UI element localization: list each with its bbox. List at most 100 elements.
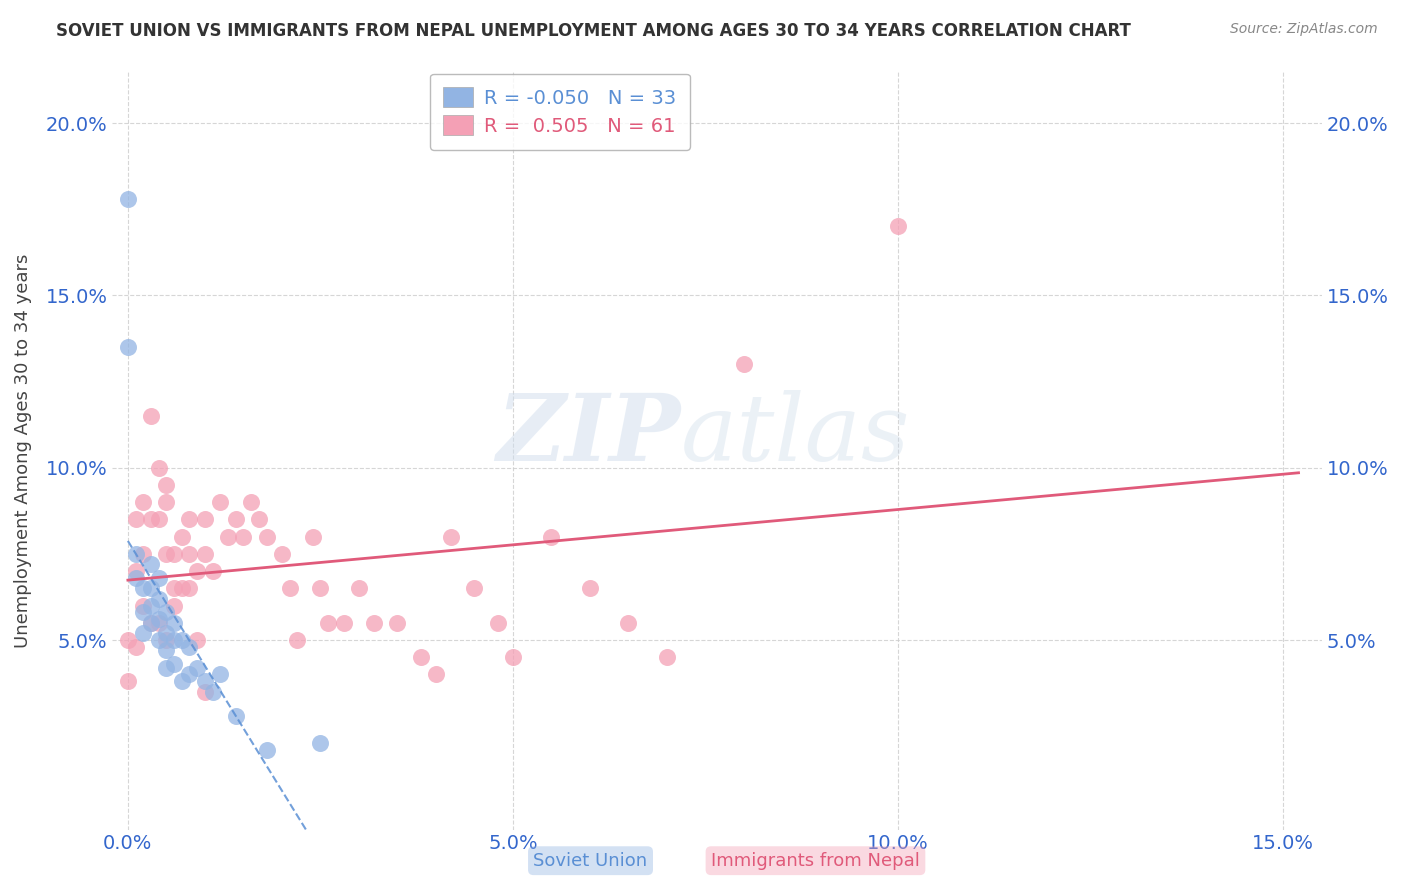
Point [117, 633, 139, 648]
Point [540, 530, 562, 544]
Text: atlas: atlas [681, 391, 910, 480]
Text: ZIP: ZIP [496, 391, 681, 480]
Point [139, 557, 162, 572]
Point [148, 571, 170, 585]
Point [170, 633, 193, 648]
Point [579, 582, 602, 596]
Point [201, 564, 224, 578]
Point [425, 667, 447, 681]
Legend: R = -0.050   N = 33, R =  0.505   N = 61: R = -0.050 N = 33, R = 0.505 N = 61 [430, 73, 690, 150]
Point [155, 660, 177, 674]
Point [363, 615, 385, 630]
Point [132, 495, 155, 509]
Point [409, 650, 432, 665]
Point [163, 633, 186, 648]
Point [139, 512, 162, 526]
Point [155, 606, 177, 620]
Point [194, 512, 217, 526]
Point [387, 615, 409, 630]
Point [139, 599, 162, 613]
Point [655, 650, 678, 665]
Point [617, 615, 640, 630]
Point [179, 667, 201, 681]
Point [309, 736, 332, 750]
Point [139, 615, 162, 630]
Point [155, 633, 177, 648]
Point [301, 530, 323, 544]
Y-axis label: Unemployment Among Ages 30 to 34 years: Unemployment Among Ages 30 to 34 years [14, 253, 32, 648]
Point [186, 660, 208, 674]
Point [139, 409, 162, 423]
Point [148, 615, 170, 630]
Point [179, 512, 201, 526]
Point [232, 530, 254, 544]
Point [117, 674, 139, 689]
Point [132, 606, 155, 620]
Point [132, 547, 155, 561]
Point [733, 357, 755, 371]
Point [209, 667, 232, 681]
Text: Source: ZipAtlas.com: Source: ZipAtlas.com [1230, 22, 1378, 37]
Point [155, 626, 177, 640]
Point [209, 495, 232, 509]
Point [316, 615, 339, 630]
Point [285, 633, 308, 648]
Point [139, 615, 162, 630]
Point [186, 633, 208, 648]
Point [117, 192, 139, 206]
Point [170, 582, 193, 596]
Point [256, 743, 278, 757]
Point [201, 684, 224, 698]
Point [163, 582, 186, 596]
Point [124, 547, 146, 561]
Point [148, 460, 170, 475]
Point [139, 582, 162, 596]
Point [887, 219, 910, 234]
Point [194, 674, 217, 689]
Point [148, 512, 170, 526]
Point [278, 582, 301, 596]
Point [194, 684, 217, 698]
Point [155, 643, 177, 657]
Point [247, 512, 270, 526]
Point [148, 612, 170, 626]
Point [179, 547, 201, 561]
Point [186, 564, 208, 578]
Point [163, 657, 186, 672]
Point [163, 599, 186, 613]
Point [225, 708, 247, 723]
Point [463, 582, 485, 596]
Point [225, 512, 247, 526]
Point [194, 547, 217, 561]
Point [124, 564, 146, 578]
Point [332, 615, 354, 630]
Point [132, 582, 155, 596]
Point [124, 571, 146, 585]
Point [179, 640, 201, 654]
Point [132, 626, 155, 640]
Point [440, 530, 463, 544]
Point [502, 650, 524, 665]
Point [132, 599, 155, 613]
Point [170, 530, 193, 544]
Point [124, 640, 146, 654]
Point [124, 512, 146, 526]
Point [148, 633, 170, 648]
Text: Immigrants from Nepal: Immigrants from Nepal [711, 852, 920, 870]
Text: Soviet Union: Soviet Union [533, 852, 648, 870]
Point [347, 582, 370, 596]
Point [155, 478, 177, 492]
Point [155, 495, 177, 509]
Point [486, 615, 509, 630]
Point [309, 582, 332, 596]
Point [163, 615, 186, 630]
Point [170, 674, 193, 689]
Point [148, 591, 170, 606]
Point [163, 547, 186, 561]
Point [271, 547, 294, 561]
Point [179, 582, 201, 596]
Text: SOVIET UNION VS IMMIGRANTS FROM NEPAL UNEMPLOYMENT AMONG AGES 30 TO 34 YEARS COR: SOVIET UNION VS IMMIGRANTS FROM NEPAL UN… [56, 22, 1130, 40]
Point [240, 495, 263, 509]
Point [256, 530, 278, 544]
Point [117, 340, 139, 354]
